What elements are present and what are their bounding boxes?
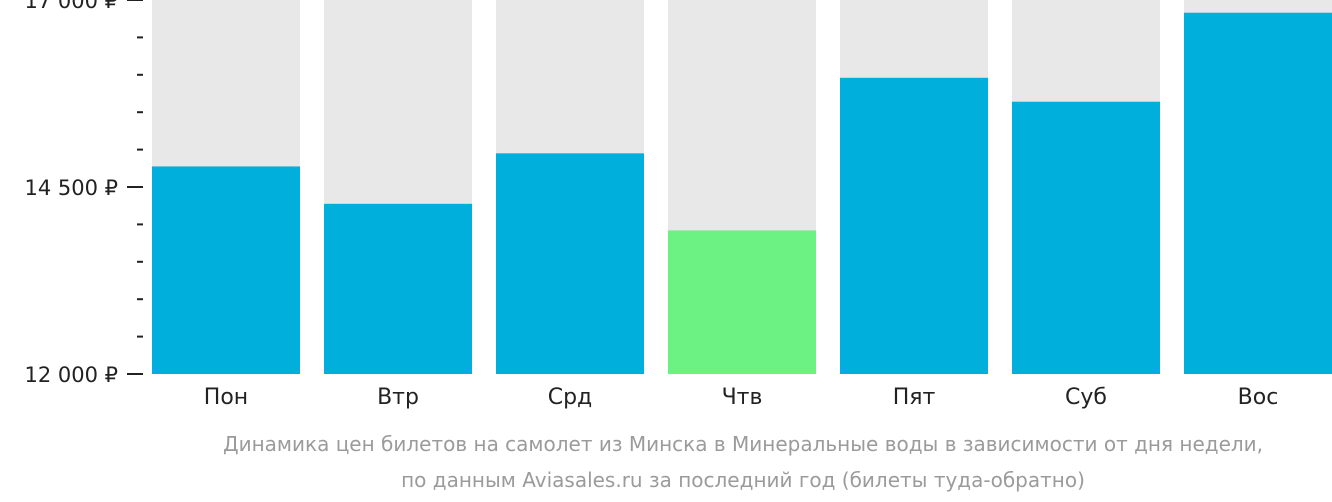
- bar-5: [1012, 101, 1160, 374]
- bar-2: [496, 153, 644, 374]
- x-tick-label: Пон: [204, 385, 248, 410]
- y-tick-label: 14 500 ₽: [24, 176, 118, 200]
- x-tick-label: Чтв: [722, 385, 763, 410]
- x-tick-label: Пят: [893, 385, 936, 410]
- x-tick-label: Вос: [1238, 385, 1279, 410]
- x-tick-label: Втр: [377, 385, 419, 410]
- bar-4: [840, 77, 988, 375]
- x-tick-label: Суб: [1065, 385, 1107, 410]
- bar-6: [1184, 12, 1332, 374]
- chart-caption-line-2: по данным Aviasales.ru за последний год …: [401, 468, 1085, 492]
- bar-0: [152, 166, 300, 374]
- price-by-weekday-chart: Пон Втр Срд Чтв Пят Суб Вос 17 000 ₽ 14 500 ₽ 12 …: [24, 0, 1332, 410]
- y-tick-label: 12 000 ₽: [24, 363, 118, 387]
- bar-3: [668, 230, 816, 374]
- bar-1: [324, 203, 472, 374]
- chart-caption-line-1: Динамика цен билетов на самолет из Минск…: [222, 432, 1264, 456]
- y-tick-label: 17 000 ₽: [24, 0, 118, 13]
- x-tick-label: Срд: [548, 385, 593, 410]
